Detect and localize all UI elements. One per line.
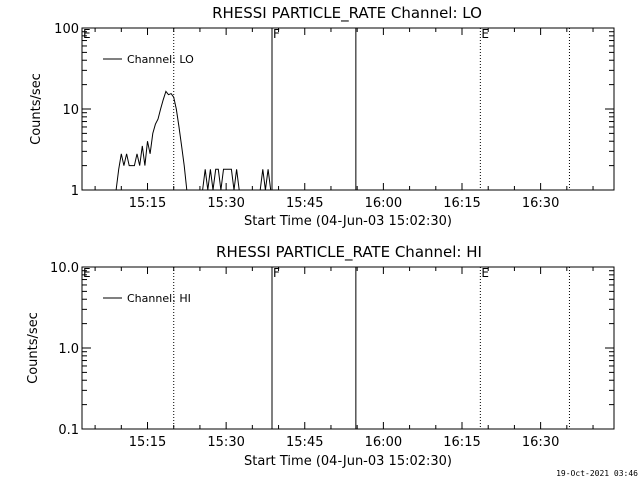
y-tick-label: 10.0 (50, 261, 79, 276)
panel-lo-yaxis: 1 10 100 (54, 22, 614, 199)
panel-lo-xaxis: 15:15 15:30 15:45 16:00 16:15 16:30 (94, 28, 594, 211)
series-line (115, 90, 272, 191)
panel-lo-legend: Channel: LO (103, 53, 194, 66)
footer-timestamp: 19-Oct-2021 03:46 (556, 469, 638, 478)
panel-lo-series (115, 90, 272, 191)
x-tick-label: 16:15 (443, 435, 480, 450)
x-tick-label: 15:45 (286, 196, 323, 211)
legend-label-hi: Channel: HI (127, 292, 191, 305)
x-tick-label: 16:30 (522, 435, 559, 450)
panel-hi-title: RHESSI PARTICLE_RATE Channel: HI (216, 243, 482, 262)
marker-label: F (273, 266, 280, 280)
panel-hi-yaxis: 0.1 1.0 10.0 (50, 261, 614, 438)
panel-lo-xlabel: Start Time (04-Jun-03 15:02:30) (244, 214, 452, 229)
x-tick-label: 15:30 (207, 196, 244, 211)
x-tick-label: 16:00 (365, 435, 402, 450)
y-tick-label: 1 (71, 184, 79, 199)
x-tick-label: 16:30 (522, 196, 559, 211)
x-tick-label: 16:15 (443, 196, 480, 211)
panel-hi-ylabel: Counts/sec (26, 312, 41, 384)
panel-hi-legend: Channel: HI (103, 292, 191, 305)
y-tick-label: 10 (62, 103, 79, 118)
y-tick-label: 0.1 (58, 423, 79, 438)
x-tick-label: 15:30 (207, 435, 244, 450)
y-tick-label: 1.0 (58, 342, 79, 357)
x-tick-label: 15:45 (286, 435, 323, 450)
x-tick-label: 15:15 (129, 435, 166, 450)
x-tick-label: 15:15 (129, 196, 166, 211)
panel-hi: RHESSI PARTICLE_RATE Channel: HI E F E 15:… (26, 243, 615, 469)
marker-label: E (481, 266, 489, 280)
panel-lo-title: RHESSI PARTICLE_RATE Channel: LO (212, 4, 482, 23)
marker-label: E (83, 27, 91, 41)
legend-label-lo: Channel: LO (127, 53, 194, 66)
marker-label: F (273, 27, 280, 41)
marker-label: E (83, 266, 91, 280)
panel-hi-xlabel: Start Time (04-Jun-03 15:02:30) (244, 454, 452, 469)
panel-hi-xaxis: 15:15 15:30 15:45 16:00 16:15 16:30 (94, 267, 594, 450)
panel-lo-ylabel: Counts/sec (29, 73, 44, 145)
x-tick-label: 16:00 (365, 196, 402, 211)
y-tick-label: 100 (54, 22, 79, 37)
marker-label: E (481, 27, 489, 41)
panel-lo: RHESSI PARTICLE_RATE Channel: LO E F E 15:… (29, 4, 615, 229)
